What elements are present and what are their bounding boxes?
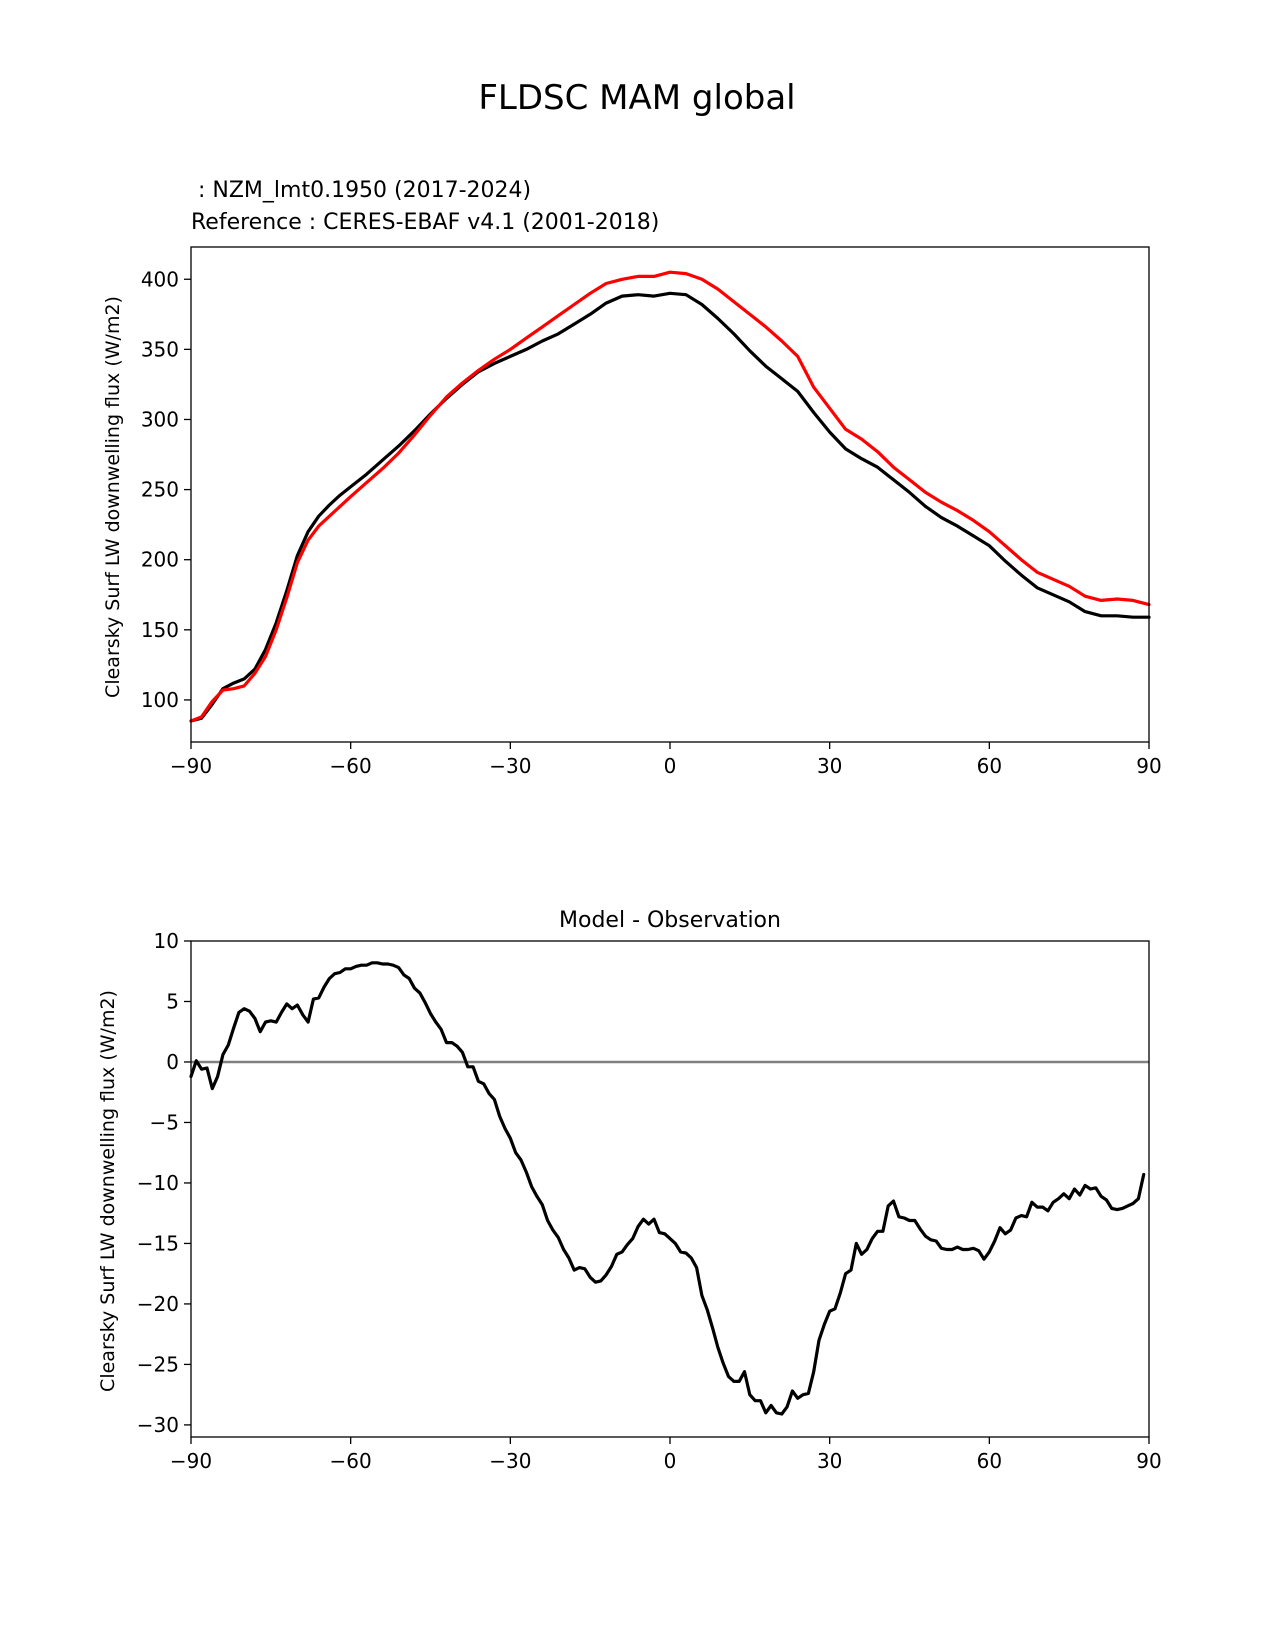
profile-y-tick-label: 150 xyxy=(141,618,179,642)
difference-y-tick-label: 0 xyxy=(166,1050,179,1074)
difference-y-tick-label: −10 xyxy=(137,1171,179,1195)
difference-line-model-observation xyxy=(189,961,1146,1416)
difference-panel: Model - Observation Clearsky Surf LW dow… xyxy=(97,908,1162,1473)
difference-x-tick-label: 0 xyxy=(664,1449,677,1473)
profile-y-tick-label: 250 xyxy=(141,478,179,502)
profile-y-tick-label: 100 xyxy=(141,688,179,712)
profile-panel: : NZM_lmt0.1950 (2017-2024) Reference : … xyxy=(102,178,1162,778)
difference-x-tick-label: −90 xyxy=(170,1449,212,1473)
figure-title: FLDSC MAM global xyxy=(478,78,795,118)
reference-title: Reference : CERES-EBAF v4.1 (2001-2018) xyxy=(191,210,659,235)
profile-y-tick-label: 300 xyxy=(141,407,179,431)
difference-y-tick-label: −25 xyxy=(137,1352,179,1376)
difference-y-tick-label: −15 xyxy=(137,1231,179,1255)
difference-x-tick-label: 60 xyxy=(977,1449,1002,1473)
profile-line-model xyxy=(189,291,1151,723)
difference-y-tick-label: −5 xyxy=(150,1110,179,1134)
difference-y-tick-label: 10 xyxy=(154,929,179,953)
difference-y-tick-label: −30 xyxy=(137,1413,179,1437)
difference-axes: −90 −60 −30 0 30 60 90 10 5 0 −5 −10 −15 −20 −25 −30 xyxy=(137,929,1162,1473)
profile-x-tick-label: 90 xyxy=(1136,754,1161,778)
profile-x-tick-label: 60 xyxy=(977,754,1002,778)
difference-x-tick-label: −30 xyxy=(489,1449,531,1473)
profile-series xyxy=(189,270,1151,723)
difference-title: Model - Observation xyxy=(559,908,781,933)
difference-series xyxy=(189,961,1149,1416)
profile-x-tick-label: −90 xyxy=(170,754,212,778)
difference-plot-frame xyxy=(190,940,1150,1438)
profile-x-tick-label: −60 xyxy=(330,754,372,778)
profile-y-tick-label: 400 xyxy=(141,267,179,291)
profile-x-tick-label: −30 xyxy=(489,754,531,778)
profile-y-tick-label: 350 xyxy=(141,337,179,361)
difference-x-tick-label: −60 xyxy=(330,1449,372,1473)
difference-x-tick-label: 30 xyxy=(817,1449,842,1473)
profile-axes: −90 −60 −30 0 30 60 90 100 150 200 250 300 350 400 xyxy=(141,267,1162,778)
profile-x-tick-label: 30 xyxy=(817,754,842,778)
profile-x-tick-label: 0 xyxy=(664,754,677,778)
profile-y-tick-label: 200 xyxy=(141,548,179,572)
profile-y-axis-label: Clearsky Surf LW downwelling flux (W/m2) xyxy=(102,296,124,698)
difference-y-tick-label: −20 xyxy=(137,1292,179,1316)
profile-plot-frame xyxy=(190,246,1150,743)
model-title: : NZM_lmt0.1950 (2017-2024) xyxy=(191,178,531,203)
difference-x-tick-label: 90 xyxy=(1136,1449,1161,1473)
difference-y-axis-label: Clearsky Surf LW downwelling flux (W/m2) xyxy=(97,990,119,1392)
difference-y-tick-label: 5 xyxy=(166,989,179,1013)
profile-line-reference xyxy=(189,270,1151,723)
